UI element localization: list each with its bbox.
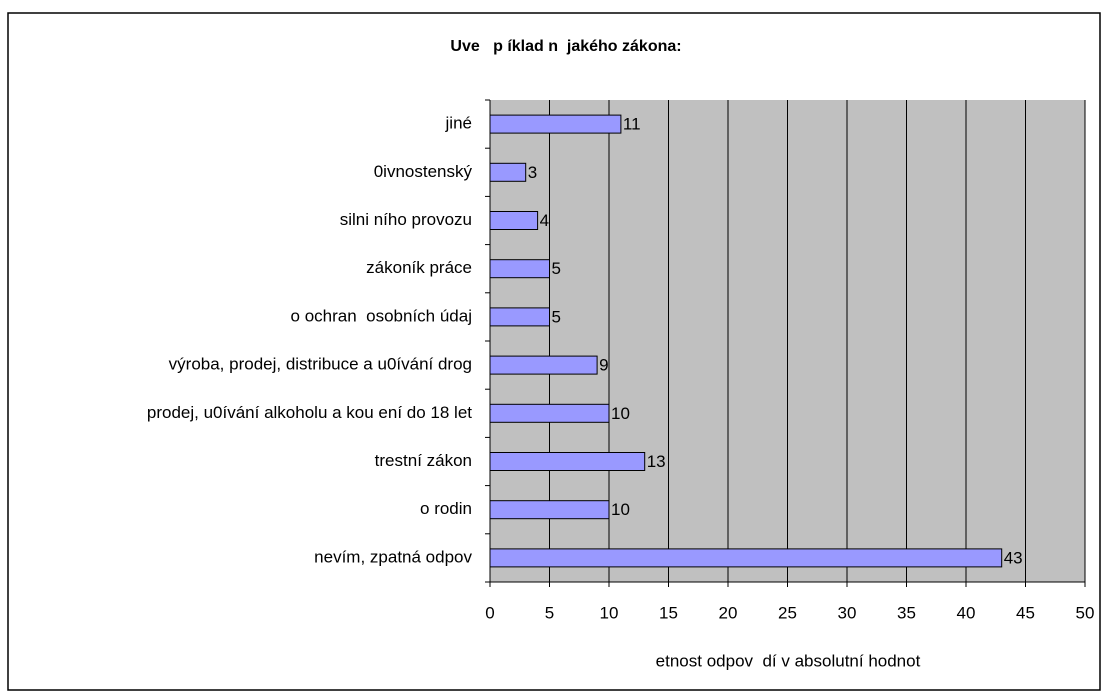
bar: [489, 452, 646, 471]
x-tick-label: 50: [1076, 603, 1095, 622]
y-tick-label: trestní zákon: [375, 451, 472, 470]
x-tick-label: 35: [897, 603, 916, 622]
data-label: 10: [611, 404, 630, 423]
x-tick-label: 40: [957, 603, 976, 622]
x-tick-label: 25: [778, 603, 797, 622]
y-tick-label: zákoník práce: [366, 258, 472, 277]
y-tick-label: o rodin: [420, 499, 472, 518]
x-tick-label: 45: [1016, 603, 1035, 622]
bar: [489, 259, 550, 279]
bar: [489, 211, 539, 230]
y-tick-label: 0ivnostenský: [374, 162, 473, 181]
data-label: 9: [599, 356, 608, 375]
bar: [489, 307, 550, 327]
bar: [489, 162, 527, 182]
chart-title: Uve p íklad n jakého zákona:: [450, 38, 681, 55]
data-label: 5: [552, 259, 561, 278]
x-tick-label: 30: [838, 603, 857, 622]
data-label: 4: [540, 211, 549, 230]
y-tick-label: silni ního provozu: [340, 210, 472, 229]
x-tick-label: 10: [600, 603, 619, 622]
x-tick-label: 20: [719, 603, 738, 622]
data-label: 3: [528, 163, 537, 182]
data-label: 10: [611, 500, 630, 519]
bar: [489, 403, 610, 423]
data-label: 13: [647, 452, 666, 471]
bar: [489, 500, 610, 520]
y-tick-label: prodej, u0ívání alkoholu a kou ení do 18…: [147, 403, 472, 422]
bar: [489, 548, 1003, 568]
x-axis-label: etnost odpov dí v absolutní hodnot: [656, 651, 921, 670]
x-tick-label: 5: [545, 603, 554, 622]
data-label: 11: [623, 115, 641, 134]
y-tick-label: jiné: [445, 114, 472, 133]
bar: [489, 114, 622, 134]
data-label: 5: [552, 307, 561, 326]
bar: [489, 355, 598, 375]
y-tick-label: nevím, zpatná odpov: [314, 547, 472, 566]
y-tick-label: výroba, prodej, distribuce a u0ívání dro…: [169, 355, 472, 374]
y-tick-label: o ochran osobních údaj: [291, 306, 472, 325]
x-tick-label: 15: [659, 603, 678, 622]
data-label: 43: [1004, 548, 1023, 567]
x-tick-label: 0: [485, 603, 494, 622]
